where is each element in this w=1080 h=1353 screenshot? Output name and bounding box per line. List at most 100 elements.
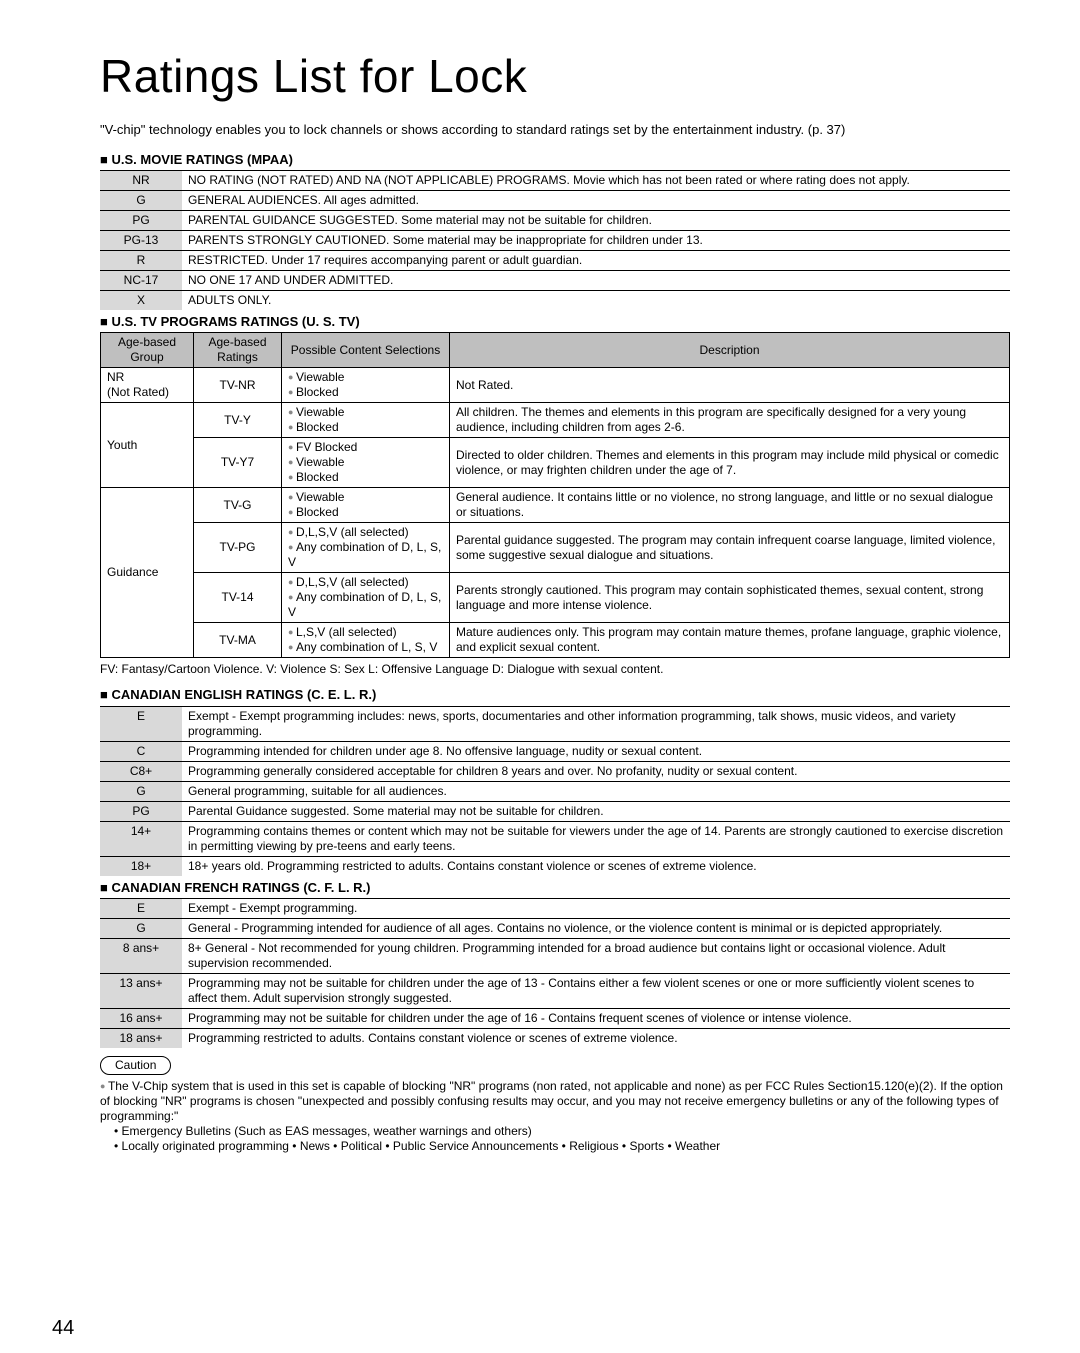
content-option: FV Blocked [288, 440, 443, 455]
content-option: Blocked [288, 385, 443, 400]
rating-desc: NO RATING (NOT RATED) AND NA (NOT APPLIC… [182, 171, 1010, 191]
rating-code: C [100, 741, 182, 761]
caution-main: The V-Chip system that is used in this s… [100, 1079, 1003, 1123]
rating-desc: General - Programming intended for audie… [182, 918, 1010, 938]
rating-desc: Programming intended for children under … [182, 741, 1010, 761]
age-group: Youth [101, 403, 194, 488]
rating-desc: 18+ years old. Programming restricted to… [182, 856, 1010, 876]
content-option: D,L,S,V (all selected) [288, 575, 443, 590]
rating-code: 18+ [100, 856, 182, 876]
rating-desc: Programming restricted to adults. Contai… [182, 1028, 1010, 1048]
possible-content: D,L,S,V (all selected)Any combination of… [282, 573, 450, 623]
fv-note: FV: Fantasy/Cartoon Violence. V: Violenc… [100, 662, 1010, 677]
ustv-col1: Age-based Group [101, 333, 194, 368]
content-option: Viewable [288, 455, 443, 470]
ustv-col4: Description [450, 333, 1010, 368]
rating-desc: Programming generally considered accepta… [182, 761, 1010, 781]
possible-content: ViewableBlocked [282, 488, 450, 523]
content-option: Blocked [288, 470, 443, 485]
rating-desc: PARENTAL GUIDANCE SUGGESTED. Some materi… [182, 211, 1010, 231]
rating-code: G [100, 918, 182, 938]
rating-desc: NO ONE 17 AND UNDER ADMITTED. [182, 271, 1010, 291]
caution-label: Caution [100, 1056, 171, 1075]
content-option: D,L,S,V (all selected) [288, 525, 443, 540]
tv-desc: Directed to older children. Themes and e… [450, 438, 1010, 488]
rating-code: NC-17 [100, 271, 182, 291]
content-option: Blocked [288, 420, 443, 435]
tv-rating: TV-14 [194, 573, 282, 623]
content-option: L,S,V (all selected) [288, 625, 443, 640]
rating-code: E [100, 706, 182, 741]
possible-content: ViewableBlocked [282, 368, 450, 403]
rating-desc: Programming may not be suitable for chil… [182, 1008, 1010, 1028]
content-option: Any combination of D, L, S, V [288, 590, 443, 620]
rating-code: G [100, 781, 182, 801]
rating-desc: Programming may not be suitable for chil… [182, 973, 1010, 1008]
tv-desc: Parental guidance suggested. The program… [450, 523, 1010, 573]
caution-sub1: • Emergency Bulletins (Such as EAS messa… [100, 1124, 1010, 1139]
tv-desc: Parents strongly cautioned. This program… [450, 573, 1010, 623]
mpaa-table: NRNO RATING (NOT RATED) AND NA (NOT APPL… [100, 170, 1010, 310]
content-option: Any combination of L, S, V [288, 640, 443, 655]
age-group: Guidance [101, 488, 194, 658]
rating-desc: ADULTS ONLY. [182, 291, 1010, 311]
rating-code: G [100, 191, 182, 211]
rating-code: E [100, 898, 182, 918]
tv-rating: TV-Y [194, 403, 282, 438]
rating-desc: Exempt - Exempt programming. [182, 898, 1010, 918]
rating-code: 8 ans+ [100, 938, 182, 973]
rating-desc: RESTRICTED. Under 17 requires accompanyi… [182, 251, 1010, 271]
tv-desc: Not Rated. [450, 368, 1010, 403]
rating-code: 16 ans+ [100, 1008, 182, 1028]
content-option: Viewable [288, 405, 443, 420]
tv-rating: TV-PG [194, 523, 282, 573]
rating-code: PG [100, 211, 182, 231]
rating-code: PG [100, 801, 182, 821]
rating-desc: 8+ General - Not recommended for young c… [182, 938, 1010, 973]
rating-code: 18 ans+ [100, 1028, 182, 1048]
cer-table: EExempt - Exempt programming includes: n… [100, 706, 1010, 876]
content-option: Any combination of D, L, S, V [288, 540, 443, 570]
rating-code: X [100, 291, 182, 311]
possible-content: D,L,S,V (all selected)Any combination of… [282, 523, 450, 573]
tv-rating: TV-G [194, 488, 282, 523]
content-option: Blocked [288, 505, 443, 520]
rating-code: C8+ [100, 761, 182, 781]
rating-code: R [100, 251, 182, 271]
possible-content: FV BlockedViewableBlocked [282, 438, 450, 488]
rating-code: NR [100, 171, 182, 191]
caution-sub2: • Locally originated programming • News … [100, 1139, 1010, 1154]
cfr-heading: CANADIAN FRENCH RATINGS (C. F. L. R.) [100, 880, 1010, 896]
tv-rating: TV-Y7 [194, 438, 282, 488]
page-title: Ratings List for Lock [100, 48, 1010, 106]
tv-desc: Mature audiences only. This program may … [450, 623, 1010, 658]
ustv-col2: Age-based Ratings [194, 333, 282, 368]
age-group: NR(Not Rated) [101, 368, 194, 403]
rating-desc: Exempt - Exempt programming includes: ne… [182, 706, 1010, 741]
content-option: Viewable [288, 370, 443, 385]
intro-text: "V-chip" technology enables you to lock … [100, 122, 1010, 138]
rating-desc: GENERAL AUDIENCES. All ages admitted. [182, 191, 1010, 211]
tv-rating: TV-MA [194, 623, 282, 658]
rating-code: 14+ [100, 821, 182, 856]
rating-code: 13 ans+ [100, 973, 182, 1008]
ustv-col3: Possible Content Selections [282, 333, 450, 368]
tv-desc: General audience. It contains little or … [450, 488, 1010, 523]
ustv-heading: U.S. TV PROGRAMS RATINGS (U. S. TV) [100, 314, 1010, 330]
rating-desc: PARENTS STRONGLY CAUTIONED. Some materia… [182, 231, 1010, 251]
possible-content: L,S,V (all selected)Any combination of L… [282, 623, 450, 658]
caution-notes: The V-Chip system that is used in this s… [100, 1079, 1010, 1154]
possible-content: ViewableBlocked [282, 403, 450, 438]
rating-desc: Parental Guidance suggested. Some materi… [182, 801, 1010, 821]
page-number: 44 [52, 1316, 74, 1341]
cfr-table: EExempt - Exempt programming.GGeneral - … [100, 898, 1010, 1048]
ustv-table: Age-based Group Age-based Ratings Possib… [100, 332, 1010, 658]
content-option: Viewable [288, 490, 443, 505]
tv-rating: TV-NR [194, 368, 282, 403]
mpaa-heading: U.S. MOVIE RATINGS (MPAA) [100, 152, 1010, 168]
cer-heading: CANADIAN ENGLISH RATINGS (C. E. L. R.) [100, 687, 1010, 703]
rating-desc: General programming, suitable for all au… [182, 781, 1010, 801]
tv-desc: All children. The themes and elements in… [450, 403, 1010, 438]
rating-code: PG-13 [100, 231, 182, 251]
rating-desc: Programming contains themes or content w… [182, 821, 1010, 856]
